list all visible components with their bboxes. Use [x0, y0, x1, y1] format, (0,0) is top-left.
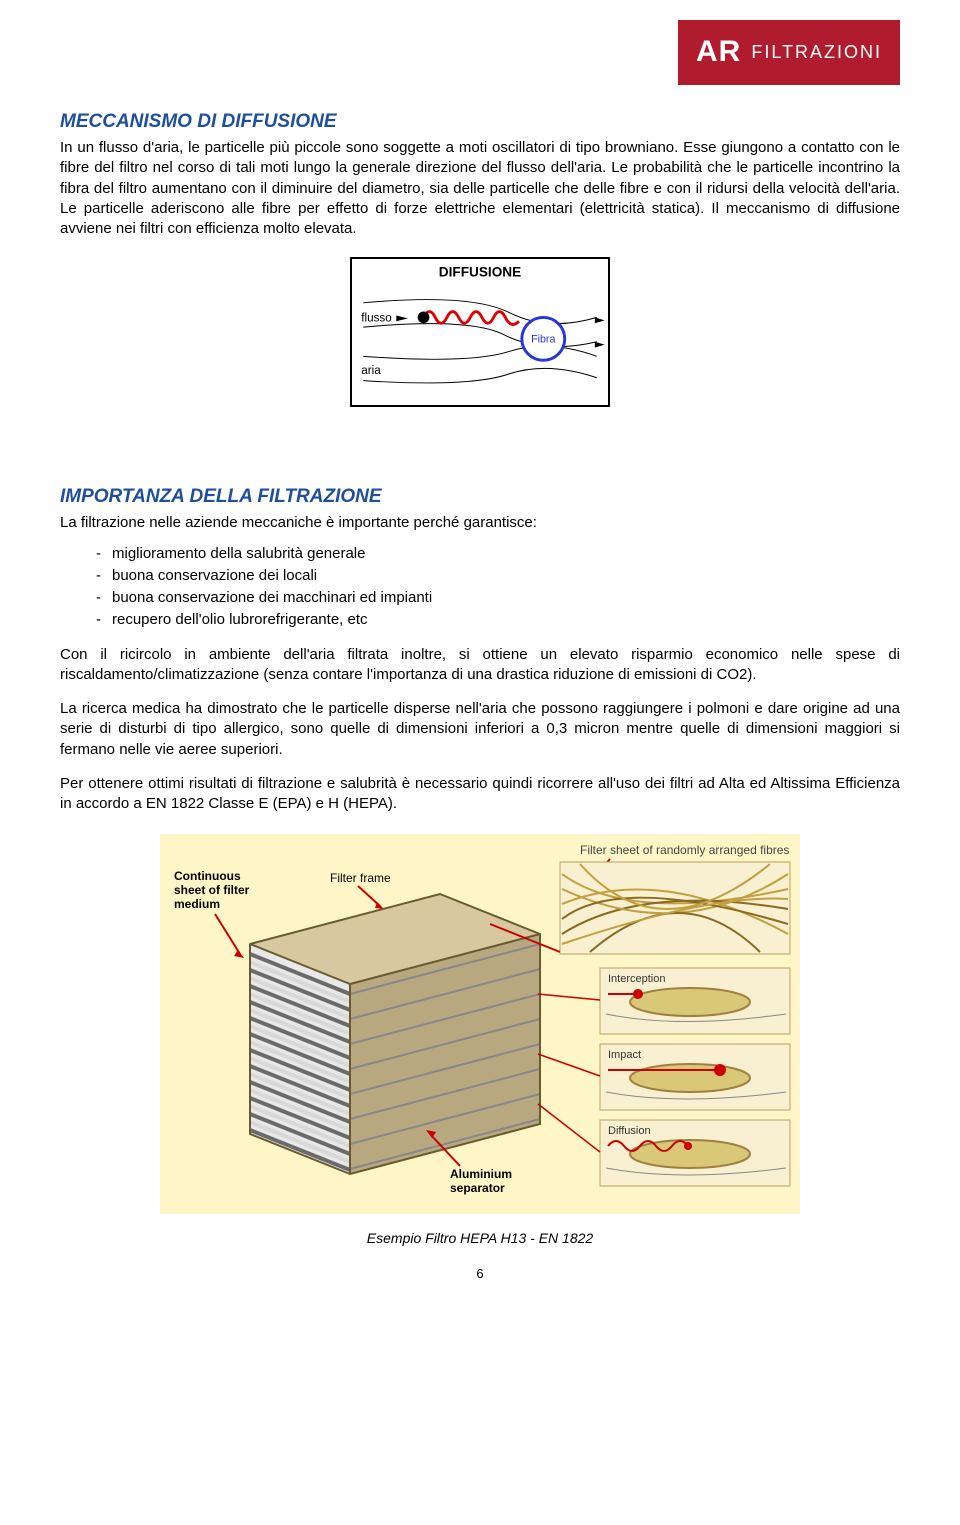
list-item: miglioramento della salubrità generale	[96, 544, 900, 564]
section2-p2: Con il ricircolo in ambiente dell'aria f…	[60, 645, 900, 686]
particle	[684, 1142, 692, 1150]
hepa-figure: Filter sheet of randomly arranged fibres…	[60, 834, 900, 1247]
label-continuous-2: sheet of filter	[174, 883, 250, 897]
section2-title: IMPORTANZA DELLA FILTRAZIONE	[60, 484, 900, 510]
label-impact: Impact	[608, 1049, 641, 1061]
streamline	[363, 369, 597, 384]
list-item: buona conservazione dei macchinari ed im…	[96, 588, 900, 608]
page-number: 6	[60, 1265, 900, 1283]
section1-title: MECCANISMO DI DIFFUSIONE	[60, 109, 900, 135]
label-fibre-sheet: Filter sheet of randomly arranged fibres	[580, 843, 789, 857]
brand-name: AR	[696, 32, 741, 73]
header-logo-bar: AR FILTRAZIONI	[60, 20, 900, 85]
arrowhead	[595, 342, 605, 348]
fibra-label: Fibra	[531, 334, 555, 346]
hepa-caption: Esempio Filtro HEPA H13 - EN 1822	[60, 1229, 900, 1248]
fibre-rod	[630, 988, 750, 1016]
section2-p3: La ricerca medica ha dimostrato che le p…	[60, 699, 900, 760]
brand-logo: AR FILTRAZIONI	[678, 20, 900, 85]
flusso-arrow	[396, 316, 408, 322]
label-sep-2: separator	[450, 1181, 505, 1195]
brand-tagline: FILTRAZIONI	[751, 40, 882, 64]
list-item: buona conservazione dei locali	[96, 566, 900, 586]
section2-p4: Per ottenere ottimi risultati di filtraz…	[60, 774, 900, 815]
list-item: recupero dell'olio lubrorefrigerante, et…	[96, 610, 900, 630]
section2-intro: La filtrazione nelle aziende meccaniche …	[60, 513, 900, 533]
label-continuous-1: Continuous	[174, 869, 241, 883]
brownian-path	[424, 312, 519, 325]
arrowhead	[595, 318, 605, 324]
label-sep-1: Aluminium	[450, 1167, 512, 1181]
section1-paragraph: In un flusso d'aria, le particelle più p…	[60, 138, 900, 239]
diffusione-title: DIFFUSIONE	[439, 265, 521, 280]
particle-dot	[418, 312, 430, 324]
aria-label: aria	[361, 364, 381, 377]
diffusione-figure: DIFFUSIONE Fibra flusso aria	[60, 257, 900, 413]
label-interception: Interception	[608, 973, 665, 985]
label-diffusion: Diffusion	[608, 1125, 651, 1137]
flusso-label: flusso	[361, 312, 392, 325]
hepa-svg: Filter sheet of randomly arranged fibres…	[160, 834, 800, 1214]
fibre-rod	[630, 1064, 750, 1092]
label-frame: Filter frame	[330, 871, 391, 885]
label-continuous-3: medium	[174, 897, 220, 911]
diffusione-svg: DIFFUSIONE Fibra flusso aria	[350, 257, 610, 407]
section2-list: miglioramento della salubrità generale b…	[60, 544, 900, 631]
